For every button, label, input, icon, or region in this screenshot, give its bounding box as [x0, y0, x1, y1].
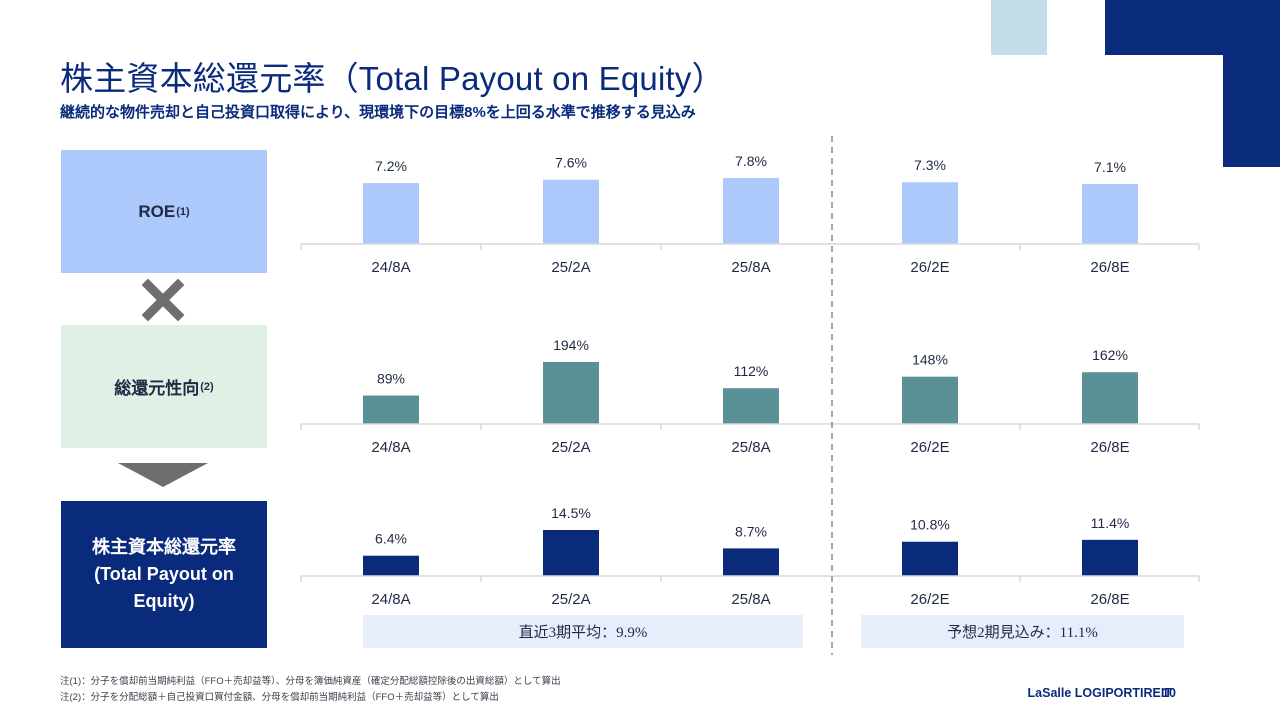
payout-category-label-5: 26/8E [1090, 439, 1129, 456]
roe-bar-5 [1082, 183, 1138, 244]
payout-category-label-3: 25/8A [731, 439, 770, 456]
payout-value-label-1: 89% [377, 371, 405, 387]
arrow-down-icon [118, 463, 208, 487]
roe-category-label-3: 25/8A [731, 259, 770, 276]
roe-bar-2 [543, 179, 599, 244]
actual-average-box: 直近3期平均：9.9% [363, 615, 803, 648]
roe-value-label-1: 7.2% [375, 158, 407, 174]
roe-category-label-5: 26/8E [1090, 259, 1129, 276]
roe-value-label-3: 7.8% [735, 153, 767, 169]
payout-bar-3 [723, 388, 779, 424]
payout-label-box: 総還元性向 (2) [61, 325, 267, 448]
tpe-bar-1 [363, 555, 419, 576]
roe-label-box: ROE (1) [61, 150, 267, 273]
roe-label: ROE [138, 201, 176, 221]
footnote-1: 注(1)：分子を償却前当期純利益（FFO＋売却益等）、分母を簿価純資産（確定分配… [60, 676, 561, 687]
tpe-value-label-4: 10.8% [910, 517, 950, 533]
decor-navy-block-top [1105, 0, 1280, 55]
forecast-average-box: 予想2期見込み：11.1% [861, 615, 1184, 648]
tpe-bar-3 [723, 548, 779, 576]
tpe-value-label-3: 8.7% [735, 523, 767, 539]
roe-footnote-ref: (1) [176, 205, 190, 218]
decor-light-block [991, 0, 1047, 55]
payout-footnote-ref: (2) [200, 380, 214, 393]
payout-bar-1 [363, 395, 419, 424]
actual-average-text: 直近3期平均：9.9% [518, 625, 648, 641]
roe-value-label-4: 7.3% [914, 157, 946, 173]
roe-category-label-2: 25/2A [551, 259, 590, 276]
roe-category-label-4: 26/2E [910, 259, 949, 276]
tpe-label-line1: 株主資本総還元率 [92, 537, 236, 557]
tpe-bar-5 [1082, 539, 1138, 576]
payout-bar-5 [1082, 372, 1138, 424]
page-number: 10 [1162, 686, 1176, 700]
roe-bar-4 [902, 182, 958, 244]
total-payout-label-box: 株主資本総還元率 (Total Payout on Equity) [61, 501, 267, 648]
tpe-value-label-2: 14.5% [551, 505, 591, 521]
payout-value-label-2: 194% [553, 337, 589, 353]
roe-value-label-5: 7.1% [1094, 159, 1126, 175]
tpe-category-label-4: 26/2E [910, 591, 949, 608]
payout-bar-2 [543, 362, 599, 424]
payout-value-label-3: 112% [734, 363, 769, 379]
payout-category-label-1: 24/8A [371, 439, 410, 456]
tpe-category-label-1: 24/8A [371, 591, 410, 608]
payout-category-label-2: 25/2A [551, 439, 590, 456]
footer-brand: LaSalle LOGIPORT REIT [1027, 686, 1172, 700]
tpe-bar-2 [543, 530, 599, 576]
tpe-label-line3: Equity) [133, 591, 195, 611]
roe-bar-1 [363, 183, 419, 244]
footer-separator: I [1140, 686, 1144, 700]
tpe-category-label-2: 25/2A [551, 591, 590, 608]
roe-value-label-2: 7.6% [555, 155, 587, 171]
payout-bar-4 [902, 376, 958, 424]
forecast-average-text: 予想2期見込み：11.1% [947, 625, 1098, 641]
page-title: 株主資本総還元率（Total Payout on Equity） [60, 60, 725, 97]
payout-value-label-4: 148% [912, 352, 948, 368]
tpe-category-label-3: 25/8A [731, 591, 770, 608]
roe-bar-3 [723, 178, 779, 244]
multiply-icon [141, 278, 185, 322]
decor-navy-block-right [1223, 55, 1280, 167]
roe-category-label-1: 24/8A [371, 259, 410, 276]
tpe-label-line2: (Total Payout on [94, 564, 234, 584]
tpe-value-label-1: 6.4% [375, 531, 407, 547]
tpe-bar-4 [902, 541, 958, 576]
payout-category-label-4: 26/2E [910, 439, 949, 456]
tpe-value-label-5: 11.4% [1091, 515, 1130, 531]
tpe-category-label-5: 26/8E [1090, 591, 1129, 608]
footnote-2: 注(2)：分子を分配総額＋自己投資口買付金額、分母を償却前当期純利益（FFO＋売… [60, 692, 499, 703]
payout-value-label-5: 162% [1092, 347, 1128, 363]
payout-label: 総還元性向 [114, 379, 200, 398]
page-subtitle: 継続的な物件売却と自己投資口取得により、現環境下の目標8%を上回る水準で推移する… [60, 104, 696, 121]
